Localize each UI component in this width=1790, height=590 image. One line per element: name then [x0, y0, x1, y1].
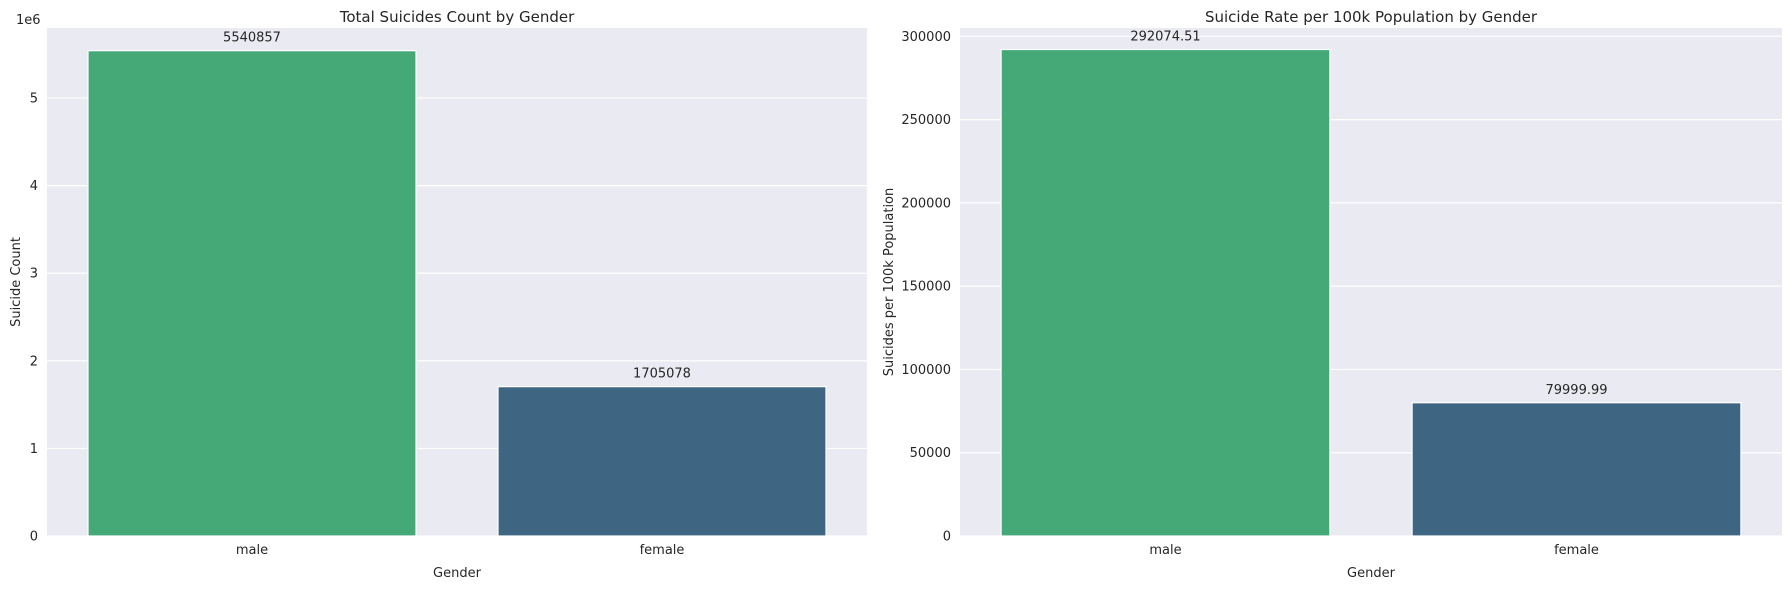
x-tick-label: female	[640, 543, 685, 558]
data-label: 5540857	[223, 31, 281, 46]
y-tick-label: 150000	[901, 280, 951, 295]
x-tick-label: male	[1149, 543, 1181, 558]
x-tick-label: male	[236, 543, 268, 558]
chart-panel-suicide-count: 5540857 1705078 0 1 2 3 4 5 male female Total S…	[9, 8, 867, 581]
y-axis-label: Suicide Count	[9, 237, 24, 327]
y-offset-label: 1e6	[16, 13, 41, 28]
y-tick-label: 0	[30, 530, 38, 545]
bar-male	[87, 50, 417, 537]
chart-panel-suicide-rate: 292074.51 79999.99 0 50000 100000 150000 2000…	[882, 8, 1782, 581]
y-tick-label: 1	[30, 442, 38, 457]
chart-title: Suicide Rate per 100k Population by Gend…	[1205, 8, 1538, 26]
y-tick-label: 200000	[901, 196, 951, 211]
y-ticks: 0 1 2 3 4 5	[30, 92, 38, 545]
bar-female	[1411, 402, 1742, 537]
y-tick-label: 0	[943, 530, 951, 545]
y-axis-label: Suicides per 100k Population	[882, 188, 897, 377]
x-axis-label: Gender	[1347, 566, 1396, 581]
y-tick-label: 50000	[910, 446, 951, 461]
y-tick-label: 2	[30, 354, 38, 369]
y-tick-label: 5	[30, 92, 38, 107]
x-axis-label: Gender	[433, 566, 482, 581]
y-tick-label: 4	[30, 179, 38, 194]
bar-female	[497, 386, 827, 537]
y-tick-label: 100000	[901, 363, 951, 378]
data-labels: 292074.51 79999.99	[1130, 30, 1607, 398]
bar-male	[1000, 48, 1331, 537]
x-tick-label: female	[1554, 543, 1599, 558]
chart-title: Total Suicides Count by Gender	[339, 8, 575, 26]
y-tick-label: 300000	[901, 30, 951, 45]
data-label: 292074.51	[1130, 30, 1200, 45]
bars	[87, 50, 827, 537]
x-ticks: male female	[236, 543, 685, 558]
x-ticks: male female	[1149, 543, 1599, 558]
data-labels: 5540857 1705078	[223, 31, 691, 382]
y-ticks: 0 50000 100000 150000 200000 250000 300000	[901, 30, 951, 545]
bars	[1000, 48, 1742, 537]
data-label: 79999.99	[1545, 383, 1607, 398]
y-tick-label: 3	[30, 267, 38, 282]
y-tick-label: 250000	[901, 113, 951, 128]
data-label: 1705078	[633, 367, 691, 382]
